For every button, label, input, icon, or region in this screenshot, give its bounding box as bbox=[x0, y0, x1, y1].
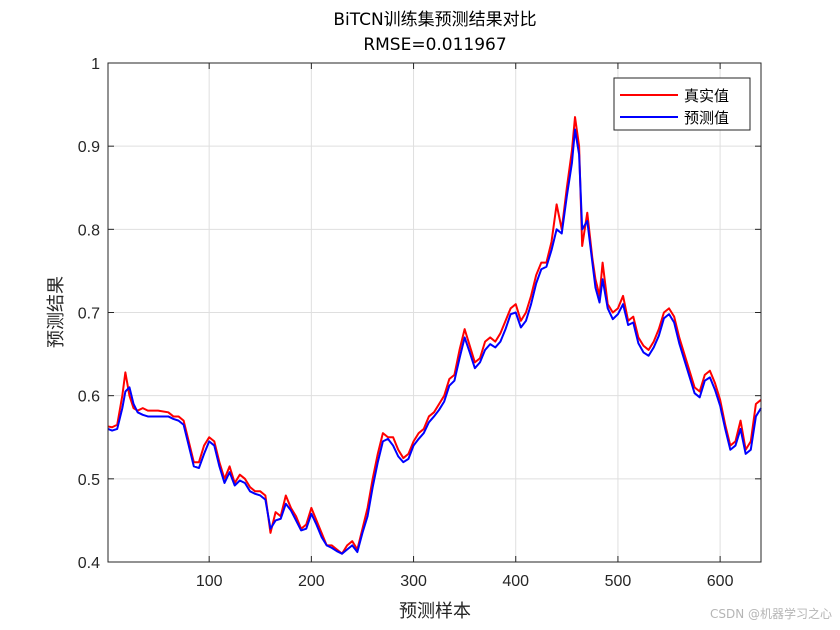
y-axis-label: 预测结果 bbox=[46, 276, 67, 348]
y-tick-label: 1 bbox=[91, 56, 100, 73]
series-line-predicted bbox=[107, 128, 762, 555]
series-lines bbox=[107, 116, 762, 555]
y-tick-label: 0.6 bbox=[78, 389, 100, 406]
x-tick-label: 500 bbox=[605, 573, 632, 590]
x-tick-label: 400 bbox=[502, 573, 529, 590]
chart-title: BiTCN训练集预测结果对比 bbox=[333, 10, 536, 30]
watermark-text: CSDN @机器学习之心 bbox=[710, 606, 832, 621]
y-tick-label: 0.7 bbox=[78, 306, 100, 323]
legend-label-predicted: 预测值 bbox=[684, 109, 729, 127]
legend-label-actual: 真实值 bbox=[684, 87, 729, 105]
x-axis-label: 预测样本 bbox=[399, 601, 471, 622]
x-tick-label: 300 bbox=[400, 573, 427, 590]
legend-box bbox=[613, 77, 751, 131]
y-tick-label: 0.4 bbox=[78, 555, 100, 572]
chart-subtitle: RMSE=0.011967 bbox=[363, 35, 506, 55]
y-tick-label: 0.8 bbox=[78, 222, 100, 239]
y-tick-label: 0.5 bbox=[78, 472, 100, 489]
x-tick-label: 600 bbox=[707, 573, 734, 590]
x-axis-ticks: 100 200 300 400 500 600 bbox=[196, 63, 734, 590]
series-line-actual bbox=[107, 116, 762, 555]
x-tick-label: 100 bbox=[196, 573, 223, 590]
y-tick-label: 0.9 bbox=[78, 139, 100, 156]
legend: 真实值 预测值 bbox=[613, 77, 751, 131]
y-axis-ticks: 0.4 0.5 0.6 0.7 0.8 0.9 1 bbox=[78, 56, 761, 572]
x-tick-label: 200 bbox=[298, 573, 325, 590]
